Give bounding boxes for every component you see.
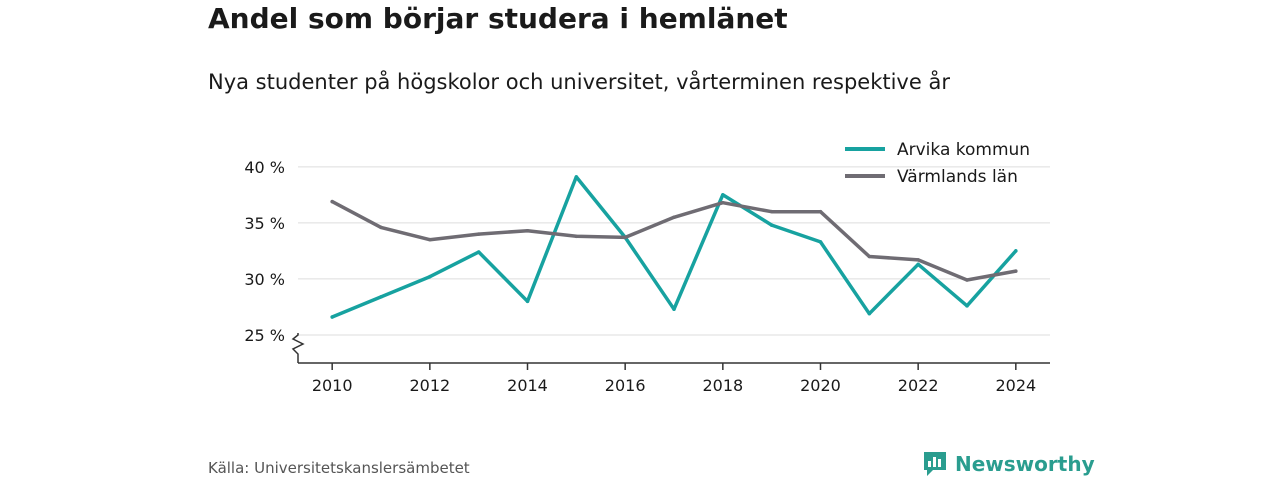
x-tick-label: 2012 bbox=[409, 376, 450, 395]
brand-name: Newsworthy bbox=[955, 452, 1095, 476]
data-point bbox=[721, 193, 725, 197]
data-point bbox=[965, 278, 969, 282]
y-tick-label: 30 % bbox=[244, 270, 285, 289]
newsworthy-logo-icon bbox=[924, 452, 946, 476]
data-point bbox=[672, 307, 676, 311]
data-point bbox=[574, 234, 579, 239]
x-tick-label: 2024 bbox=[995, 376, 1036, 395]
x-tick-label: 2014 bbox=[507, 376, 548, 395]
axis-break-icon bbox=[291, 333, 305, 363]
x-axis-ticks: 2010 2012 2014 2016 2018 2020 2022 2024 bbox=[312, 363, 1036, 395]
legend-label-varmland: Värmlands län bbox=[897, 167, 1018, 187]
data-point bbox=[379, 295, 383, 299]
data-point bbox=[818, 240, 823, 244]
data-point bbox=[916, 262, 920, 267]
data-point bbox=[330, 199, 334, 204]
data-point bbox=[330, 315, 334, 319]
data-point bbox=[476, 250, 481, 254]
legend-item-varmland[interactable]: Värmlands län bbox=[845, 167, 1018, 187]
data-point bbox=[574, 175, 579, 179]
x-tick-label: 2020 bbox=[800, 376, 841, 395]
data-point bbox=[476, 232, 481, 236]
x-tick-label: 2016 bbox=[605, 376, 646, 395]
legend-item-arvika[interactable]: Arvika kommun bbox=[845, 140, 1030, 160]
data-point bbox=[525, 228, 530, 233]
grid-lines bbox=[298, 166, 1050, 336]
data-point bbox=[1014, 269, 1018, 273]
data-point bbox=[867, 311, 872, 316]
data-point bbox=[1014, 249, 1018, 253]
series-lines bbox=[330, 175, 1018, 319]
y-tick-label: 25 % bbox=[244, 326, 285, 345]
data-point bbox=[623, 235, 627, 240]
data-point bbox=[525, 299, 530, 304]
source-note: Källa: Universitetskanslersämbetet bbox=[208, 459, 470, 477]
data-point bbox=[428, 274, 432, 279]
data-point bbox=[769, 223, 774, 227]
y-tick-label: 40 % bbox=[244, 158, 285, 177]
line-chart: 25 % 30 % 35 % 40 % 2010 2012 2014 2016 2018 202… bbox=[244, 140, 1050, 395]
chart-title: Andel som börjar studera i hemlänet bbox=[208, 2, 788, 35]
chart-subtitle: Nya studenter på högskolor och universit… bbox=[208, 70, 950, 94]
data-point bbox=[769, 209, 774, 214]
x-tick-label: 2018 bbox=[702, 376, 743, 395]
legend-label-arvika: Arvika kommun bbox=[897, 140, 1030, 160]
data-point bbox=[867, 254, 872, 259]
data-point bbox=[379, 225, 383, 230]
brand-logo[interactable]: Newsworthy bbox=[922, 450, 1095, 478]
data-point bbox=[721, 200, 725, 205]
legend: Arvika kommun Värmlands län bbox=[845, 140, 1030, 187]
data-point bbox=[818, 209, 823, 214]
data-point bbox=[428, 237, 432, 242]
x-tick-label: 2010 bbox=[312, 376, 353, 395]
data-point bbox=[672, 215, 676, 220]
y-axis-ticks: 25 % 30 % 35 % 40 % bbox=[244, 158, 285, 345]
y-tick-label: 35 % bbox=[244, 214, 285, 233]
data-point bbox=[916, 258, 920, 262]
series-line-arvika bbox=[330, 175, 1018, 319]
data-point bbox=[965, 304, 969, 308]
x-tick-label: 2022 bbox=[898, 376, 939, 395]
